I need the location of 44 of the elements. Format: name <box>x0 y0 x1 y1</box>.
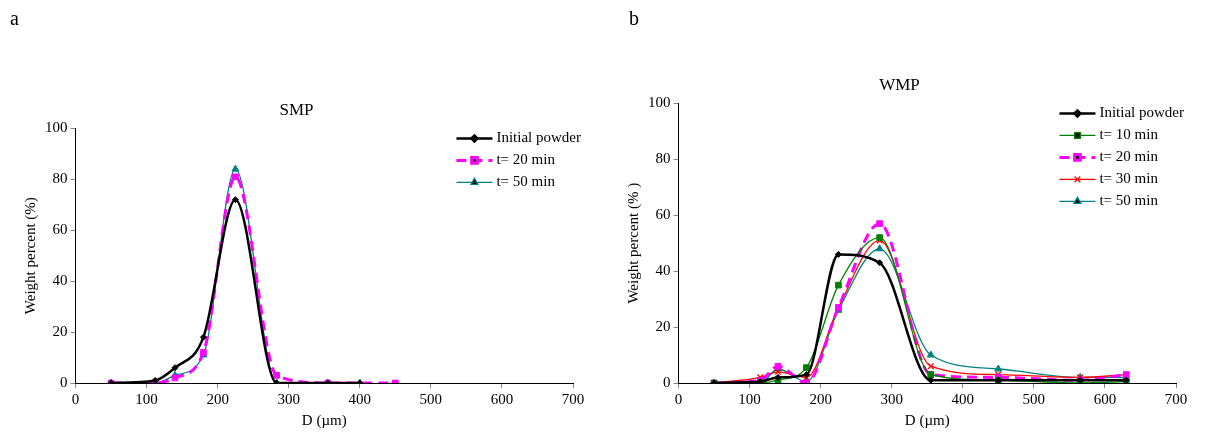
legend-label: Initial powder <box>496 129 581 146</box>
text: a <box>10 7 19 30</box>
y-tick-label: 100 <box>648 94 671 111</box>
y-tick-label: 100 <box>45 119 68 136</box>
y-tick-label: 0 <box>663 373 671 390</box>
y-tick-label: 40 <box>655 262 671 279</box>
x-tick-label: 100 <box>135 390 158 407</box>
x-tick-label: 500 <box>419 390 443 407</box>
x-tick-label: 200 <box>809 390 832 407</box>
x-tick-label: 400 <box>951 390 975 407</box>
x-tick-label: 500 <box>1022 390 1046 407</box>
x-tick-label: 0 <box>71 390 80 407</box>
y-tick-label: 20 <box>52 323 68 340</box>
y-axis-title: Weight percent (% ) <box>624 182 642 304</box>
legend-label: t= 20 min <box>496 151 556 168</box>
y-tick-label: 60 <box>655 206 671 223</box>
legend-label: t= 50 min <box>1099 192 1159 209</box>
legend-label: t= 50 min <box>496 173 556 190</box>
y-tick-label: 40 <box>52 272 68 289</box>
y-tick-label: 60 <box>52 221 68 238</box>
y-tick-label: 80 <box>655 150 671 167</box>
x-tick-label: 600 <box>490 390 514 407</box>
x-tick-label: 100 <box>738 390 761 407</box>
x-tick-label: 700 <box>1164 390 1188 407</box>
chart-title: WMP <box>879 74 920 94</box>
x-tick-label: 400 <box>348 390 372 407</box>
legend-label: t= 30 min <box>1099 170 1159 187</box>
x-tick-label: 600 <box>1093 390 1117 407</box>
x-axis-title: D (µm) <box>301 411 347 429</box>
x-tick-label: 300 <box>880 390 903 407</box>
x-tick-label: 700 <box>561 390 585 407</box>
legend-label: t= 20 min <box>1099 148 1159 165</box>
y-tick-label: 0 <box>60 373 68 390</box>
legend-label: Initial powder <box>1099 104 1184 121</box>
x-tick-label: 0 <box>674 390 683 407</box>
chart-title: SMP <box>279 99 314 119</box>
y-tick-label: 20 <box>655 318 671 335</box>
x-tick-label: 300 <box>277 390 300 407</box>
text: b <box>629 7 639 30</box>
x-tick-label: 200 <box>206 390 229 407</box>
y-tick-label: 80 <box>52 170 68 187</box>
x-axis-title: D (µm) <box>904 411 950 429</box>
y-axis-title: Weight percent (%) <box>21 197 39 315</box>
legend-label: t= 10 min <box>1099 126 1159 143</box>
